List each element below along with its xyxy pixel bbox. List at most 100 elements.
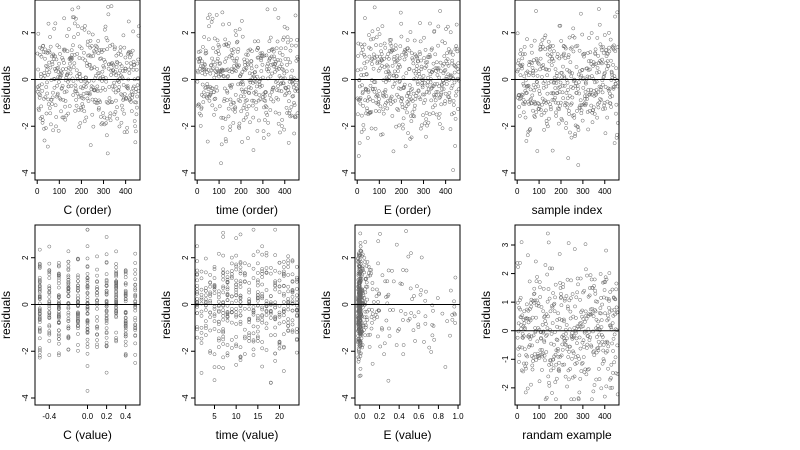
data-point [601,45,606,49]
data-point [247,333,252,338]
data-point [585,74,590,79]
y-tick-label: -2 [341,122,350,130]
data-point [105,116,109,121]
data-point [130,92,135,97]
data-point [112,112,117,117]
data-point [358,96,363,100]
data-point [592,277,597,282]
data-point [401,352,406,357]
data-point [257,80,261,84]
point-cloud [515,231,620,402]
data-point [133,322,138,327]
data-point [532,300,536,305]
data-point [229,272,234,276]
data-point [289,74,293,79]
data-point [425,60,430,65]
data-point [430,323,435,327]
data-point [583,90,588,94]
data-point [524,366,528,371]
data-point [228,97,233,102]
data-point [614,66,619,71]
data-point [571,49,576,54]
data-point [286,261,291,266]
data-point [213,62,217,67]
data-point [367,54,372,59]
data-point [551,291,555,295]
data-point [240,80,245,84]
data-point [198,66,202,71]
data-point [37,92,42,96]
data-point [63,104,67,109]
data-point [238,293,243,298]
data-point [250,103,255,108]
data-point [57,320,61,325]
data-point [52,85,57,90]
data-point [615,133,619,137]
data-point [553,78,557,82]
data-point [260,83,264,88]
data-point [568,60,573,65]
data-point [560,90,565,95]
data-point [264,288,269,292]
data-point [539,47,543,52]
data-point [613,297,618,302]
data-point [114,274,118,279]
data-point [107,85,112,89]
data-point [588,50,593,55]
data-point [129,52,134,57]
data-point [423,314,428,319]
data-point [446,47,451,51]
data-point [396,95,401,99]
data-point [569,135,574,140]
data-point [409,251,413,256]
x-tick-label: 5 [212,412,217,421]
data-point [290,328,295,333]
data-point [114,280,118,285]
data-point [255,329,260,334]
x-tick-label: 300 [97,187,111,196]
data-point [262,53,267,58]
data-point [221,271,226,276]
data-point [215,59,220,64]
data-point [123,339,128,344]
data-point [542,127,546,132]
data-point [260,252,265,257]
data-point [242,352,247,356]
data-point [114,272,118,276]
data-point [85,291,90,296]
data-point [363,16,367,20]
data-point [614,102,619,107]
y-axis-label: residuals [0,291,13,339]
data-point [356,98,361,102]
data-point [251,276,256,280]
data-point [246,136,250,141]
data-point [588,335,592,340]
data-point [368,47,373,51]
data-point [455,49,460,54]
data-point [203,51,208,56]
x-tick-label: 300 [256,187,270,196]
data-point [276,15,281,20]
data-point [123,66,128,71]
data-point [565,105,570,110]
data-point [225,343,230,347]
data-point [613,49,618,53]
data-point [409,311,414,315]
data-point [241,82,246,87]
data-point [596,54,601,58]
data-point [47,323,52,328]
data-point [534,57,539,61]
data-point [535,149,540,153]
data-point [85,306,90,311]
data-point [57,341,61,346]
data-point [449,73,454,78]
data-point [264,308,269,313]
data-point [123,55,128,60]
data-point [579,11,583,16]
data-point [221,73,226,78]
data-point [396,69,400,74]
data-point [604,248,608,253]
data-point [247,331,252,336]
data-point [260,271,265,276]
